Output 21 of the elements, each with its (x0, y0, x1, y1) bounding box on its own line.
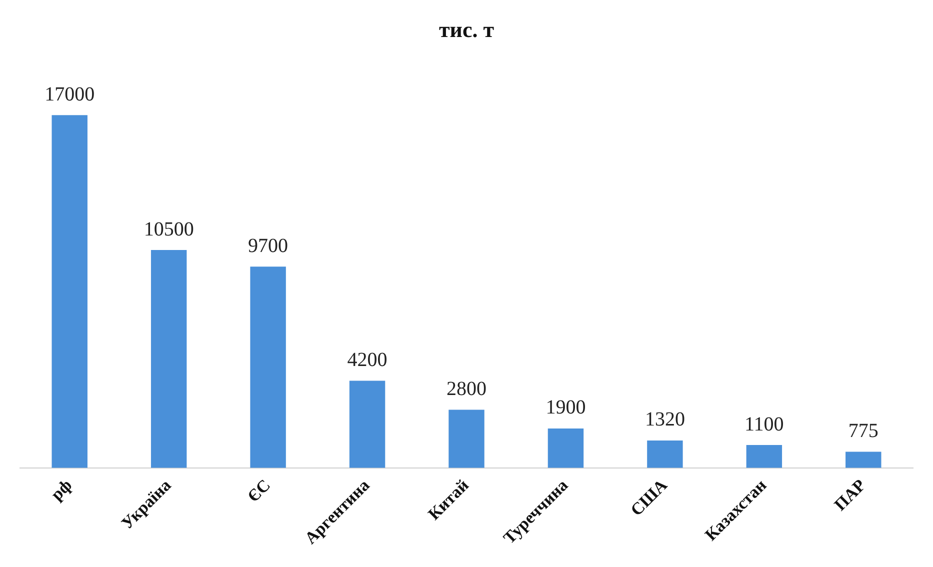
data-label: 17000 (44, 83, 95, 106)
bar (52, 115, 88, 468)
bar (846, 452, 882, 468)
data-label: 10500 (144, 218, 194, 240)
bar (548, 428, 584, 468)
data-label: 2800 (446, 378, 486, 400)
bar (746, 445, 782, 468)
x-tick-label: рф (47, 475, 76, 504)
data-label: 775 (848, 420, 878, 442)
data-label: 1320 (644, 408, 685, 431)
bar (349, 380, 386, 468)
data-label: 1900 (546, 396, 586, 419)
bar (250, 266, 286, 468)
chart-title: тис. т (438, 16, 494, 42)
data-label: 9700 (248, 234, 288, 257)
x-tick-label: ЄС (244, 476, 274, 506)
bar (647, 440, 683, 468)
bar (150, 250, 187, 468)
data-label: 4200 (347, 348, 388, 371)
bar (448, 410, 484, 468)
data-label: 1100 (744, 413, 784, 436)
